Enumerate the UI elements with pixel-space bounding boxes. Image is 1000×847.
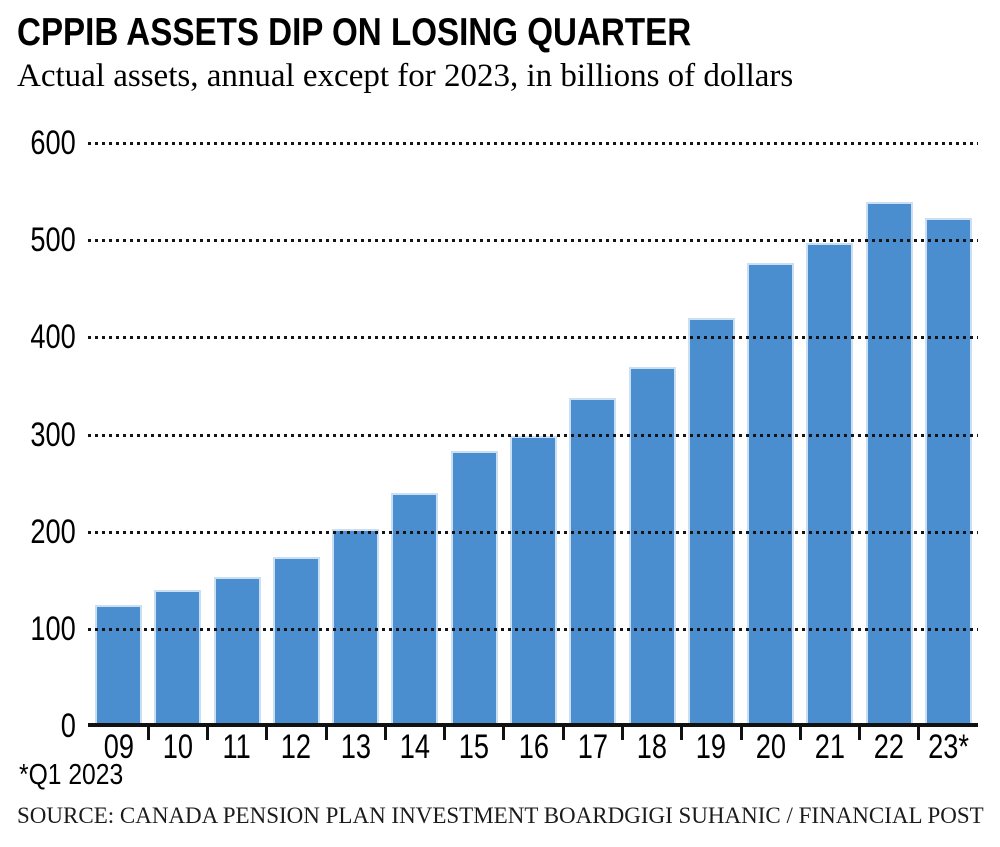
x-axis-label-17: 17 — [553, 729, 633, 765]
gridline-100 — [88, 627, 978, 631]
y-axis-label-400: 400 — [0, 318, 76, 356]
x-axis-tick — [917, 727, 921, 740]
x-axis-label-20: 20 — [731, 729, 811, 765]
x-axis-label-13: 13 — [316, 729, 396, 765]
source-text: SOURCE: CANADA PENSION PLAN INVESTMENT B… — [17, 803, 625, 828]
x-axis-label-text: 11 — [222, 728, 252, 766]
x-axis-tick — [205, 727, 209, 740]
chart-footnote: *Q1 2023 — [19, 758, 142, 792]
x-axis-label-text: 17 — [577, 728, 608, 766]
x-axis-label-text: 19 — [696, 728, 727, 766]
x-axis-label-14: 14 — [375, 729, 455, 765]
x-axis-tick — [383, 727, 387, 740]
x-axis-tick — [620, 727, 624, 740]
x-axis-label-11: 11 — [197, 729, 277, 765]
bar-09 — [95, 604, 142, 726]
bar-10 — [154, 589, 202, 726]
gridline-200 — [88, 530, 978, 534]
gridline-400 — [88, 336, 978, 340]
bar-22 — [865, 202, 913, 726]
x-axis-label-text: 13 — [340, 728, 371, 766]
x-axis-tick — [739, 727, 743, 740]
y-axis-label-text: 400 — [30, 318, 76, 357]
bar-18 — [628, 367, 676, 726]
y-axis-label-100: 100 — [0, 610, 76, 648]
y-axis-label-text: 300 — [30, 415, 76, 454]
x-axis-label-text: 18 — [636, 728, 668, 766]
credit-text: GIGI SUHANIC / FINANCIAL POST — [624, 803, 984, 828]
x-axis-tick — [324, 727, 328, 740]
y-axis-label-text: 600 — [30, 124, 76, 162]
chart-title: CPPIB ASSETS DIP ON LOSING QUARTER — [17, 11, 810, 55]
x-axis-label-text: 10 — [162, 728, 193, 766]
y-axis-label-0: 0 — [0, 707, 76, 745]
x-axis-label-21: 21 — [790, 729, 870, 765]
bar-17 — [569, 397, 617, 726]
y-axis-label-200: 200 — [0, 513, 76, 551]
x-axis-tick — [680, 727, 684, 740]
bar-23* — [925, 217, 973, 726]
x-axis-label-09: 09 — [79, 729, 159, 765]
x-axis-label-text: 22 — [874, 728, 905, 766]
x-axis-label-15: 15 — [434, 729, 514, 765]
x-axis-tick — [502, 727, 506, 740]
x-axis-label-16: 16 — [494, 729, 574, 765]
x-axis-label-text: 16 — [518, 728, 549, 766]
gridline-500 — [88, 239, 978, 243]
x-axis-label-text: 21 — [814, 728, 846, 766]
x-axis-label-12: 12 — [256, 729, 336, 765]
x-axis-label-22: 22 — [849, 729, 929, 765]
x-axis-tick — [798, 727, 802, 740]
bar-21 — [806, 243, 854, 726]
x-axis-label-text: 09 — [103, 728, 134, 766]
x-axis-label-10: 10 — [138, 729, 218, 765]
bar-16 — [510, 436, 558, 726]
source-credit-row: SOURCE: CANADA PENSION PLAN INVESTMENT B… — [17, 802, 984, 830]
chart-title-text: CPPIB ASSETS DIP ON LOSING QUARTER — [17, 11, 692, 54]
y-axis-label-500: 500 — [0, 221, 76, 259]
bar-14 — [391, 492, 439, 726]
x-axis-label-text: 12 — [281, 728, 312, 766]
x-axis-label-19: 19 — [671, 729, 751, 765]
chart-subtitle: Actual assets, annual except for 2023, i… — [17, 58, 794, 94]
bar-13 — [332, 528, 380, 726]
x-axis-label-text: 20 — [755, 728, 786, 766]
y-axis-label-300: 300 — [0, 416, 76, 454]
x-axis-label-23: 23* — [909, 729, 989, 765]
y-axis-label-text: 200 — [30, 512, 76, 551]
bar-11 — [213, 577, 261, 726]
x-axis-tick — [561, 727, 565, 740]
bar-12 — [272, 556, 320, 726]
chart-footnote-text: *Q1 2023 — [19, 759, 124, 791]
bar-15 — [450, 451, 498, 726]
x-axis-label-18: 18 — [612, 729, 692, 765]
x-axis-tick — [146, 727, 150, 740]
x-axis-label-text: 14 — [399, 728, 431, 766]
x-axis-tick — [443, 727, 447, 740]
y-axis-label-600: 600 — [0, 124, 76, 162]
x-axis-tick — [265, 727, 269, 740]
y-axis-label-text: 100 — [30, 609, 76, 648]
bar-19 — [687, 317, 735, 726]
gridline-600 — [88, 142, 978, 145]
bar-20 — [747, 263, 795, 726]
x-axis-line — [88, 723, 978, 727]
x-axis-label-text: 23* — [928, 728, 969, 766]
x-axis-tick — [858, 727, 862, 740]
x-axis-label-text: 15 — [459, 728, 490, 766]
gridline-300 — [88, 433, 978, 437]
y-axis-label-text: 500 — [30, 221, 76, 260]
y-axis-label-text: 0 — [60, 707, 76, 745]
